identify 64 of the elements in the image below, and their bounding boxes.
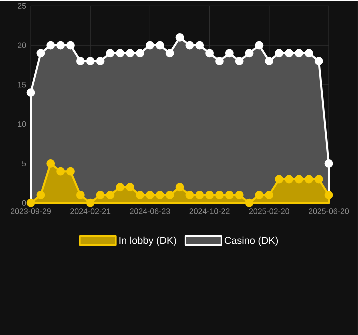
point (96, 57, 105, 66)
point (136, 49, 144, 58)
point (245, 198, 254, 208)
point (36, 49, 46, 58)
point (314, 57, 324, 66)
point (186, 41, 194, 50)
point (26, 198, 36, 208)
point (265, 57, 274, 66)
point (56, 41, 66, 50)
point (76, 190, 85, 200)
point (235, 57, 244, 66)
point (36, 190, 46, 200)
point (255, 190, 264, 200)
point (235, 190, 244, 200)
point (285, 49, 294, 58)
point (304, 175, 314, 184)
point (156, 190, 164, 200)
point (76, 57, 85, 66)
point (146, 41, 154, 50)
point (295, 175, 304, 184)
point (46, 159, 56, 168)
point (106, 190, 115, 200)
point (275, 49, 284, 58)
point (116, 183, 125, 192)
point (245, 49, 254, 58)
point (285, 175, 294, 184)
point (225, 190, 234, 200)
point (136, 190, 144, 200)
point (116, 49, 125, 58)
point (324, 159, 334, 168)
point (216, 57, 224, 66)
point (324, 190, 334, 200)
legend-label: In lobby (DK) (120, 236, 176, 246)
point (56, 167, 66, 176)
point (304, 49, 314, 58)
point (46, 41, 56, 50)
legend-label: Casino (DK) (224, 236, 278, 246)
point (106, 49, 115, 58)
point (176, 183, 184, 192)
point (166, 49, 174, 58)
point (86, 198, 95, 208)
point (275, 175, 284, 184)
point (295, 49, 304, 58)
point (216, 190, 224, 200)
point (196, 190, 204, 200)
point (126, 49, 135, 58)
point (96, 190, 105, 200)
point (66, 41, 75, 50)
point (255, 41, 264, 50)
point (206, 49, 214, 58)
point (86, 57, 95, 66)
point (186, 190, 194, 200)
point (225, 49, 234, 58)
point (126, 183, 135, 192)
point (196, 41, 204, 50)
point (314, 175, 324, 184)
point (156, 41, 164, 50)
point (66, 167, 75, 176)
point (146, 190, 154, 200)
point (206, 190, 214, 200)
point (176, 33, 184, 42)
point (166, 190, 174, 200)
point (26, 88, 36, 97)
point (265, 190, 274, 200)
